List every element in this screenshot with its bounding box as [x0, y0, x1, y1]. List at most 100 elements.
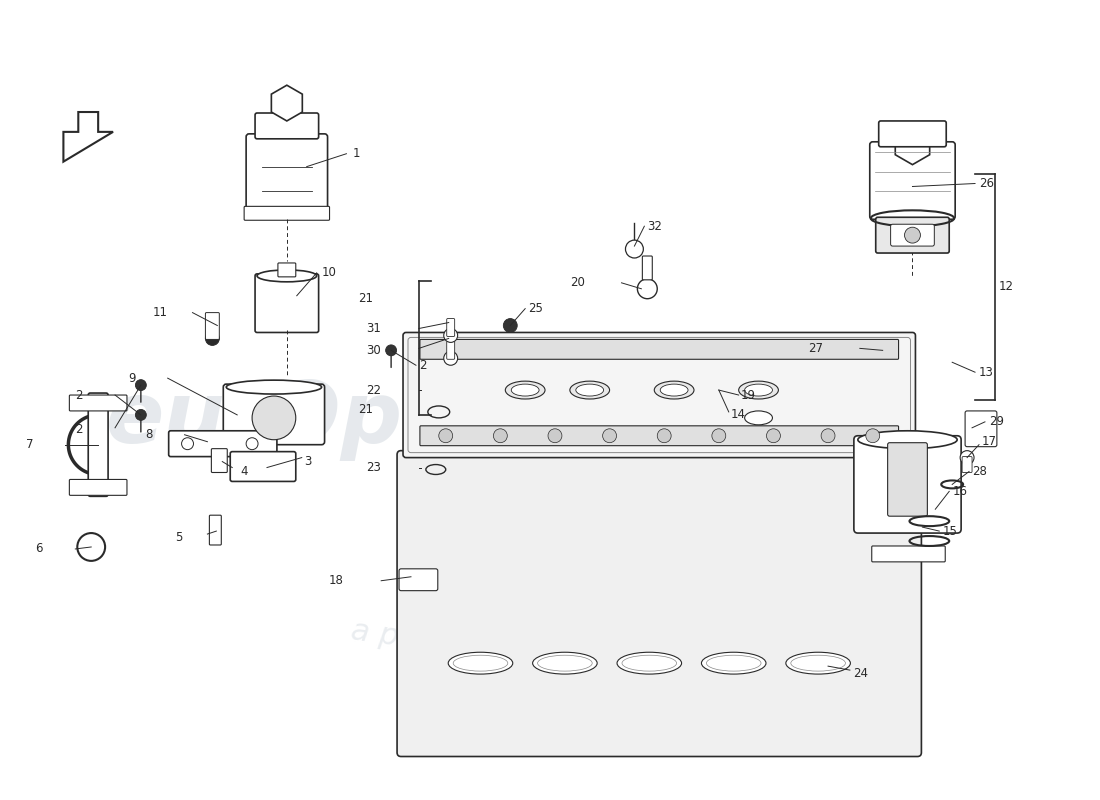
Text: 18: 18 [329, 574, 343, 587]
Text: 14: 14 [730, 408, 746, 422]
Circle shape [504, 318, 517, 333]
FancyBboxPatch shape [246, 134, 328, 214]
FancyBboxPatch shape [403, 333, 915, 458]
Circle shape [866, 429, 880, 442]
Ellipse shape [745, 384, 772, 396]
FancyBboxPatch shape [230, 452, 296, 482]
Ellipse shape [702, 652, 766, 674]
Ellipse shape [575, 384, 604, 396]
Circle shape [443, 329, 458, 342]
Text: 28: 28 [972, 465, 987, 478]
FancyBboxPatch shape [420, 426, 899, 446]
FancyBboxPatch shape [69, 479, 126, 495]
Ellipse shape [505, 381, 544, 399]
Circle shape [767, 429, 780, 442]
Text: 32: 32 [647, 220, 662, 233]
FancyBboxPatch shape [879, 121, 946, 146]
Ellipse shape [654, 381, 694, 399]
Text: 9: 9 [128, 372, 135, 385]
FancyBboxPatch shape [447, 342, 454, 359]
Text: a passion for performance: a passion for performance [349, 616, 751, 701]
Circle shape [821, 429, 835, 442]
Circle shape [206, 331, 219, 346]
Circle shape [182, 438, 194, 450]
Ellipse shape [660, 384, 688, 396]
FancyBboxPatch shape [399, 569, 438, 590]
Text: 8: 8 [145, 428, 152, 442]
Ellipse shape [227, 380, 321, 394]
FancyBboxPatch shape [642, 256, 652, 280]
FancyBboxPatch shape [447, 318, 454, 337]
FancyBboxPatch shape [871, 546, 945, 562]
Text: 29: 29 [989, 415, 1004, 428]
Text: 2: 2 [75, 423, 82, 436]
Text: 13: 13 [979, 366, 994, 378]
Text: 15: 15 [943, 525, 957, 538]
FancyBboxPatch shape [962, 457, 972, 473]
Text: 5: 5 [175, 530, 182, 543]
Circle shape [494, 429, 507, 442]
FancyBboxPatch shape [211, 449, 228, 473]
FancyBboxPatch shape [69, 395, 126, 411]
Text: 19: 19 [740, 389, 756, 402]
Text: 3: 3 [304, 455, 311, 468]
Text: 2: 2 [419, 358, 427, 372]
Ellipse shape [512, 384, 539, 396]
Circle shape [443, 351, 458, 366]
FancyBboxPatch shape [965, 411, 997, 446]
Ellipse shape [858, 430, 957, 449]
Text: 23: 23 [366, 461, 382, 474]
FancyBboxPatch shape [278, 263, 296, 277]
Text: 20: 20 [570, 276, 585, 290]
Ellipse shape [570, 381, 609, 399]
Text: 11: 11 [153, 306, 168, 319]
FancyBboxPatch shape [168, 430, 277, 457]
Circle shape [626, 240, 644, 258]
FancyBboxPatch shape [255, 113, 319, 139]
Text: 27: 27 [808, 342, 823, 355]
Text: eurOparts: eurOparts [107, 378, 596, 462]
Text: 22: 22 [366, 383, 382, 397]
FancyBboxPatch shape [888, 442, 927, 516]
FancyBboxPatch shape [255, 274, 319, 333]
FancyBboxPatch shape [854, 436, 961, 533]
FancyBboxPatch shape [870, 142, 955, 219]
Text: 1: 1 [352, 147, 360, 160]
Circle shape [637, 279, 658, 298]
Text: 25: 25 [528, 302, 543, 315]
Ellipse shape [739, 381, 779, 399]
Text: 4: 4 [240, 465, 248, 478]
FancyBboxPatch shape [420, 339, 899, 359]
Circle shape [603, 429, 616, 442]
Circle shape [135, 380, 146, 390]
Text: 30: 30 [366, 344, 382, 357]
Text: 21: 21 [359, 403, 373, 417]
Ellipse shape [617, 652, 682, 674]
Text: 12: 12 [999, 280, 1014, 294]
FancyBboxPatch shape [891, 224, 934, 246]
FancyBboxPatch shape [244, 206, 330, 220]
Text: since 1985: since 1985 [398, 475, 702, 523]
Ellipse shape [745, 411, 772, 425]
Circle shape [386, 345, 397, 356]
Circle shape [252, 396, 296, 440]
Text: 31: 31 [366, 322, 382, 335]
FancyBboxPatch shape [397, 450, 922, 757]
Text: 24: 24 [852, 666, 868, 679]
Text: 6: 6 [35, 542, 43, 555]
Circle shape [658, 429, 671, 442]
Ellipse shape [532, 652, 597, 674]
Circle shape [246, 438, 258, 450]
Ellipse shape [785, 652, 850, 674]
Circle shape [548, 429, 562, 442]
Text: 17: 17 [982, 435, 997, 448]
FancyBboxPatch shape [223, 384, 324, 445]
Ellipse shape [448, 652, 513, 674]
Text: 10: 10 [321, 266, 337, 279]
FancyBboxPatch shape [876, 218, 949, 253]
FancyBboxPatch shape [206, 313, 219, 339]
Circle shape [904, 227, 921, 243]
Ellipse shape [257, 270, 317, 282]
Circle shape [712, 429, 726, 442]
Text: 2: 2 [75, 389, 82, 402]
